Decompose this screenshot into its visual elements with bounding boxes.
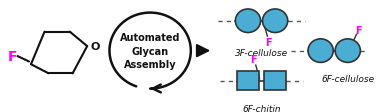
Text: Automated
Glycan
Assembly: Automated Glycan Assembly	[120, 33, 180, 69]
Text: F: F	[265, 38, 272, 48]
Text: O: O	[90, 42, 99, 52]
Text: F: F	[8, 50, 17, 64]
Circle shape	[235, 10, 260, 33]
Circle shape	[262, 10, 288, 33]
Text: 3F-cellulose: 3F-cellulose	[235, 48, 288, 57]
Circle shape	[335, 40, 360, 63]
Bar	[265, 71, 286, 91]
Text: F: F	[251, 54, 257, 64]
Text: 6F-cellulose: 6F-cellulose	[321, 74, 374, 83]
Bar	[237, 71, 259, 91]
Text: F: F	[355, 26, 362, 36]
Text: 6F-chitin: 6F-chitin	[242, 104, 281, 112]
Circle shape	[308, 40, 333, 63]
